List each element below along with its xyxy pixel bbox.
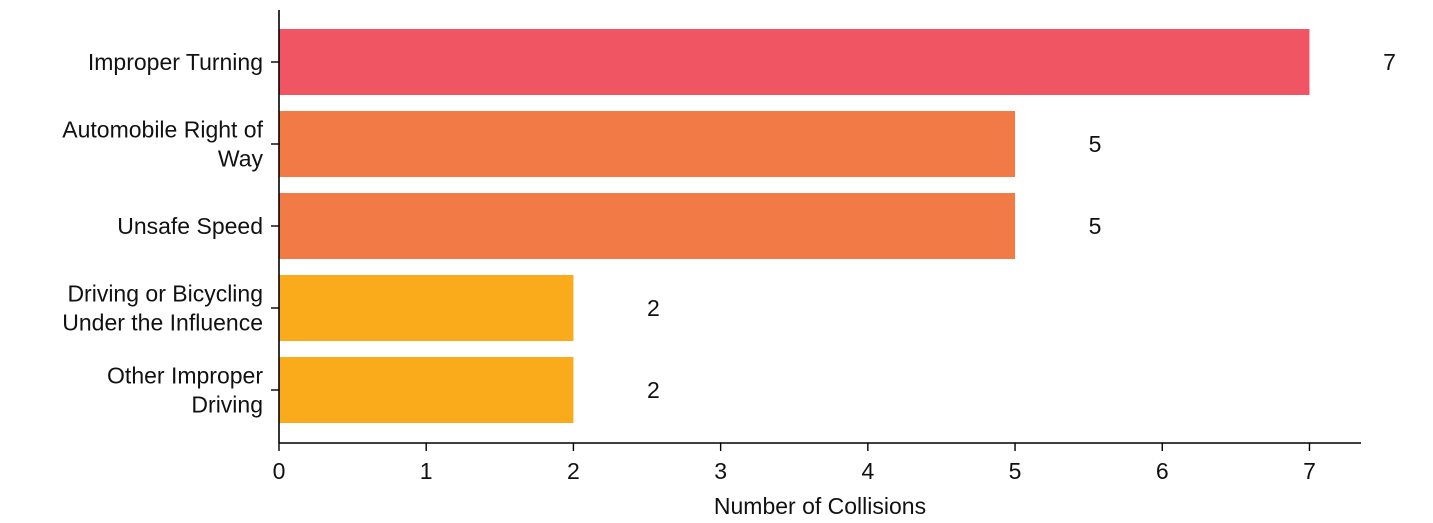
bar-1 <box>279 111 1016 177</box>
data-label-3: 2 <box>647 295 660 321</box>
data-label-2: 5 <box>1089 213 1102 239</box>
category-labels-group: Improper Turning Automobile Right of Way Un… <box>62 49 279 418</box>
x-tick-label-3: 3 <box>714 458 727 484</box>
bar-3 <box>279 275 574 341</box>
x-tick-label-7: 7 <box>1303 458 1316 484</box>
data-label-0: 7 <box>1383 49 1396 75</box>
data-label-1: 5 <box>1089 131 1102 157</box>
x-tick-label-0: 0 <box>273 458 286 484</box>
category-label-0-line-0: Improper Turning <box>88 49 263 75</box>
bar-0 <box>279 29 1310 95</box>
x-tick-label-1: 1 <box>420 458 433 484</box>
bars-group <box>279 29 1310 423</box>
x-axis-title: Number of Collisions <box>714 493 926 519</box>
x-tick-label-6: 6 <box>1156 458 1169 484</box>
x-tick-label-2: 2 <box>567 458 580 484</box>
data-labels-group: 7 5 5 2 2 <box>647 49 1396 403</box>
x-ticks-group: 0 1 2 3 4 5 6 7 <box>273 443 1316 484</box>
bar-2 <box>279 193 1016 259</box>
category-label-3-line-1: Under the Influence <box>62 310 263 336</box>
category-label-1-line-1: Way <box>218 146 264 172</box>
data-label-4: 2 <box>647 377 660 403</box>
x-tick-label-5: 5 <box>1009 458 1022 484</box>
x-tick-label-4: 4 <box>861 458 874 484</box>
category-label-4-line-0: Other Improper <box>107 363 263 389</box>
bar-4 <box>279 357 574 423</box>
category-label-1-line-0: Automobile Right of <box>62 117 263 143</box>
category-label-4-line-1: Driving <box>191 392 263 418</box>
category-label-3-line-0: Driving or Bicycling <box>67 281 263 307</box>
category-label-2-line-0: Unsafe Speed <box>117 213 263 239</box>
